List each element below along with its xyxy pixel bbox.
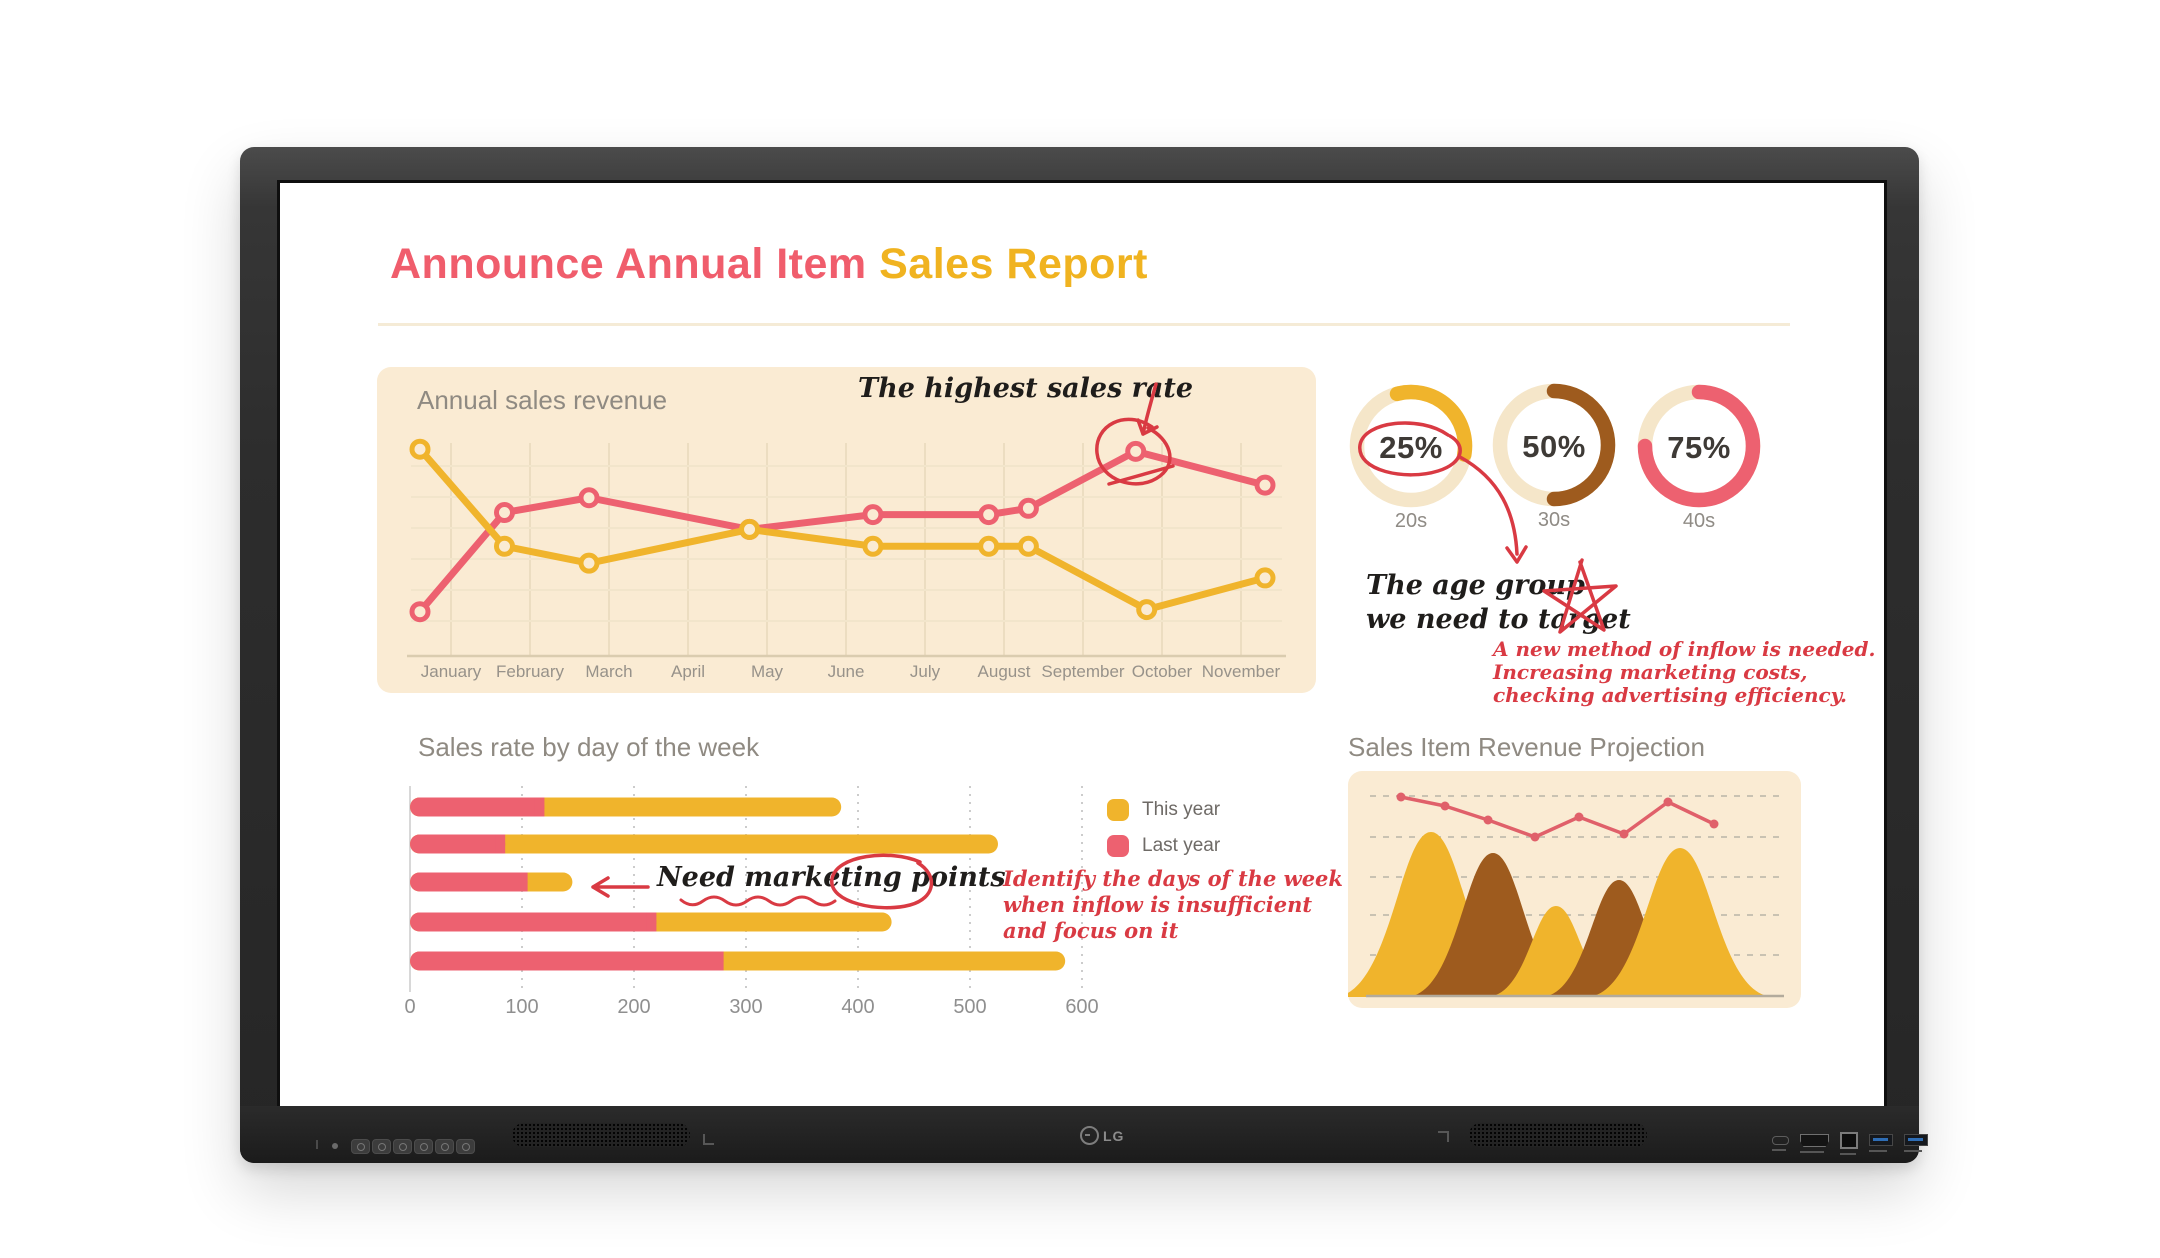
control-button-4[interactable] [414,1139,433,1154]
lg-brand-text: LG [1103,1127,1125,1144]
donut-20s-value: 25% [1379,430,1443,465]
control-button-4-icon [419,1143,428,1151]
projection-area-chart [1348,792,1784,998]
usb-port-1 [1869,1130,1893,1152]
touch-usb-port [1840,1130,1858,1155]
donut-30s: 50% 30s [1479,371,1629,531]
control-button-2[interactable] [372,1139,391,1154]
annual-sales-panel: Annual sales revenue January February Marc… [377,367,1316,693]
inflow-note-line3: checking advertising efficiency. [1493,683,1847,707]
power-led [332,1143,338,1149]
control-button-2-icon [377,1143,386,1151]
svg-text:January: January [421,662,482,681]
donut-30s-value: 50% [1522,429,1586,464]
svg-text:400: 400 [841,996,874,1018]
control-button-5-icon [440,1143,449,1151]
legend-this-year: This year [1107,799,1220,821]
control-button-3[interactable] [393,1139,412,1154]
svg-text:May: May [751,662,784,681]
last-year-swatch [1107,835,1129,857]
inflow-note-line2: Increasing marketing costs, [1493,660,1808,684]
lg-display-monitor: Announce Annual Item Sales Report Annual… [240,147,1928,1163]
av-port [1772,1130,1789,1151]
focus-note-line2: when inflow is insufficient [1003,892,1313,917]
age-group-annotation: The age group we need to target [1366,569,1631,637]
donut-40s: 75% 40s [1624,372,1774,532]
svg-text:November: November [1202,662,1281,681]
svg-text:600: 600 [1065,996,1098,1018]
focus-note-line3: and focus on it [1003,918,1179,943]
svg-text:500: 500 [953,996,986,1018]
focus-note: Identify the days of the week when inflo… [1003,866,1343,944]
monitor-chin: LG [240,1106,1928,1163]
svg-text:August: August [978,662,1031,681]
display-screen: Announce Annual Item Sales Report Annual… [280,183,1884,1106]
svg-text:300: 300 [729,996,762,1018]
donut-30s-label: 30s [1537,509,1571,531]
highest-sales-annotation: The highest sales rate [858,373,1194,404]
svg-text:February: February [496,662,565,681]
donut-40s-value: 75% [1667,430,1731,465]
donut-40s-chart [1637,384,1761,508]
legend-last-year: Last year [1107,835,1220,857]
speaker-grille-right [1469,1123,1647,1147]
bezel-mark-left [703,1134,714,1145]
control-button-5[interactable] [435,1139,454,1154]
speaker-grille-left [512,1123,690,1147]
svg-text:July: July [910,662,941,681]
report-title: Announce Annual Item Sales Report [390,240,1148,289]
svg-text:March: March [585,662,632,681]
annual-sales-title: Annual sales revenue [417,385,668,415]
svg-text:100: 100 [505,996,538,1018]
svg-text:0: 0 [404,996,415,1018]
control-button-6-icon [461,1143,470,1151]
donut-20s-label: 20s [1394,510,1428,532]
donut-20s: 25% 20s [1336,372,1486,532]
lg-symbol-icon [1080,1126,1099,1145]
donut-20s-chart [1349,384,1473,508]
age-group-line1: The age group [1366,570,1585,601]
report-title-yellow: Sales Report [879,240,1148,288]
projection-panel [1348,771,1801,1008]
bezel-tick-mark [316,1140,318,1149]
donut-30s-chart [1492,383,1616,507]
port-panel [1772,1130,1928,1155]
control-button-6[interactable] [456,1139,475,1154]
svg-text:September: September [1041,662,1124,681]
weekday-sales-bar-chart: 0 100 200 300 400 500 600 [404,786,1099,1018]
svg-text:200: 200 [617,996,650,1018]
svg-text:October: October [1132,662,1193,681]
report-title-pink: Announce Annual Item [390,240,867,288]
focus-note-line1: Identify the days of the week [1003,866,1343,891]
usb-port-2 [1904,1130,1928,1152]
inflow-note-line1: A new method of inflow is needed. [1493,637,1876,661]
svg-text:June: June [828,662,865,681]
svg-text:April: April [671,662,705,681]
marketing-note: Need marketing points [657,862,1006,893]
projection-title: Sales Item Revenue Projection [1348,732,1705,762]
donut-40s-label: 40s [1682,510,1716,532]
title-divider [378,323,1790,326]
lg-logo: LG [1080,1126,1124,1145]
this-year-label: This year [1142,799,1221,820]
inflow-note: A new method of inflow is needed. Increa… [1493,638,1875,707]
control-button-3-icon [398,1143,407,1151]
last-year-label: Last year [1142,835,1221,856]
hdmi-port [1800,1130,1829,1153]
control-button-1[interactable] [351,1139,370,1154]
control-button-1-icon [356,1143,365,1151]
bezel-mark-right [1438,1131,1449,1142]
weekday-sales-title: Sales rate by day of the week [418,732,760,762]
age-group-line2: we need to target [1366,604,1631,635]
this-year-swatch [1107,799,1129,821]
